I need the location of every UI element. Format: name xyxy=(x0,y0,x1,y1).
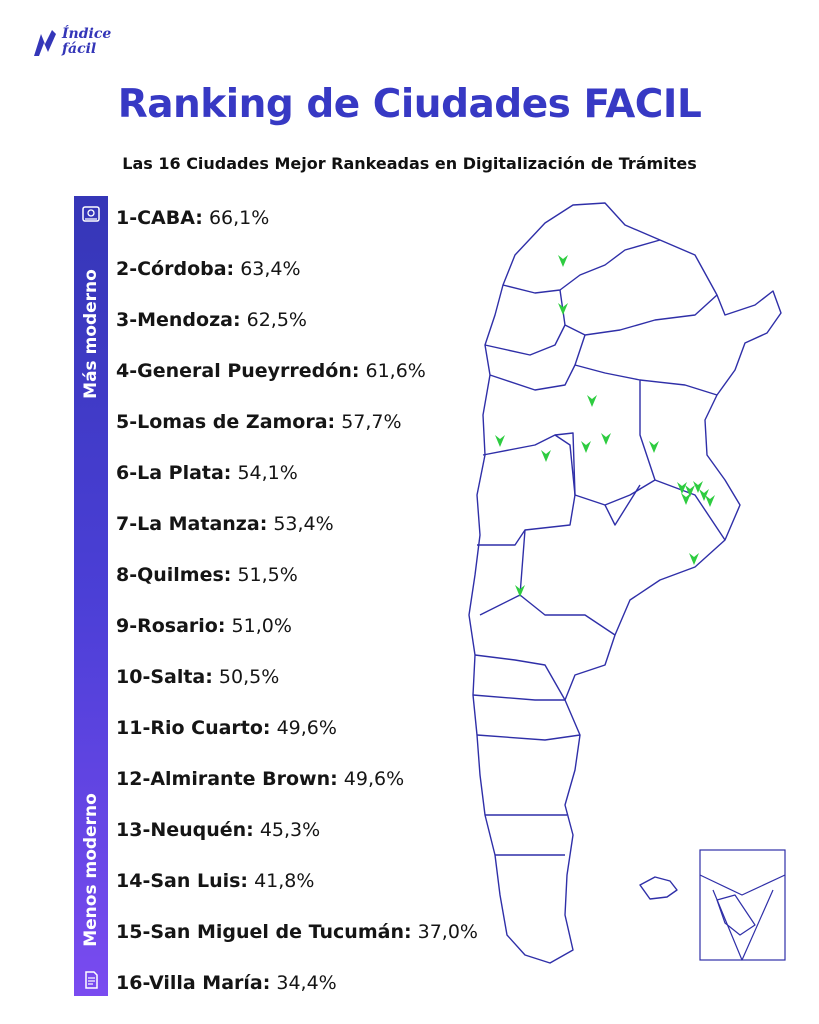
check-marker-icon xyxy=(558,303,568,315)
city-name: 14-San Luis: xyxy=(116,870,249,892)
list-item: 12-Almirante Brown: 49,6% xyxy=(116,762,478,813)
check-marker-icon xyxy=(685,485,695,497)
city-name: 10-Salta: xyxy=(116,666,213,688)
list-item: 10-Salta: 50,5% xyxy=(116,660,478,711)
list-item: 9-Rosario: 51,0% xyxy=(116,609,478,660)
scale-top-label: Más moderno xyxy=(81,269,101,399)
list-item: 2-Córdoba: 63,4% xyxy=(116,252,478,303)
check-marker-icon xyxy=(587,395,597,407)
brand-line-1: Índice xyxy=(62,26,112,42)
city-score: 50,5% xyxy=(218,666,280,688)
city-name: 15-San Miguel de Tucumán: xyxy=(116,921,412,943)
city-score: 49,6% xyxy=(276,717,337,739)
list-item: 1-CABA: 66,1% xyxy=(116,201,478,252)
city-markers xyxy=(495,255,715,597)
page-subtitle: Las 16 Ciudades Mejor Rankeadas en Digit… xyxy=(122,154,697,173)
city-score: 61,6% xyxy=(365,360,426,382)
list-item: 4-General Pueyrredón: 61,6% xyxy=(116,354,478,405)
list-item: 13-Neuquén: 45,3% xyxy=(116,813,478,864)
city-score: 51,0% xyxy=(231,615,292,637)
city-name: 16-Villa María: xyxy=(116,972,271,994)
city-score: 53,4% xyxy=(273,513,334,535)
city-name: 8-Quilmes: xyxy=(116,564,232,586)
list-item: 3-Mendoza: 62,5% xyxy=(116,303,478,354)
city-name: 3-Mendoza: xyxy=(116,309,241,331)
city-name: 13-Neuquén: xyxy=(116,819,254,841)
check-marker-icon xyxy=(515,585,525,597)
page-title: Ranking de Ciudades FACIL xyxy=(117,82,702,127)
check-marker-icon xyxy=(677,482,687,494)
city-name: 4-General Pueyrredón: xyxy=(116,360,360,382)
city-score: 41,8% xyxy=(254,870,315,892)
list-item: 11-Rio Cuarto: 49,6% xyxy=(116,711,478,762)
city-name: 12-Almirante Brown: xyxy=(116,768,338,790)
city-score: 37,0% xyxy=(417,921,478,943)
city-score: 66,1% xyxy=(208,207,270,229)
paper-document-icon xyxy=(85,971,98,989)
check-marker-icon xyxy=(693,481,703,493)
city-name: 6-La Plata: xyxy=(116,462,232,484)
malvinas-islands xyxy=(639,876,678,900)
list-item: 8-Quilmes: 51,5% xyxy=(116,558,478,609)
brand-wordmark: Índice fácil xyxy=(62,27,111,57)
list-item: 16-Villa María: 34,4% xyxy=(116,966,478,1017)
city-score: 54,1% xyxy=(237,462,298,484)
city-score: 34,4% xyxy=(276,972,337,994)
check-marker-icon xyxy=(699,489,709,501)
check-marker-icon xyxy=(558,255,568,267)
city-ranking-list: 1-CABA: 66,1% 2-Córdoba: 63,4% 3-Mendoza… xyxy=(116,201,478,1017)
argentina-map xyxy=(468,202,786,964)
check-marker-icon xyxy=(681,493,691,505)
check-marker-icon xyxy=(649,441,659,453)
check-marker-icon xyxy=(689,553,699,565)
list-item: 6-La Plata: 54,1% xyxy=(116,456,478,507)
country-outline xyxy=(468,202,782,964)
antarctica-inset xyxy=(699,849,786,961)
city-name: 7-La Matanza: xyxy=(116,513,268,535)
city-score: 57,7% xyxy=(341,411,402,433)
scale-bottom-label: Menos moderno xyxy=(81,793,101,947)
modernity-scale-bar: Más moderno Menos moderno xyxy=(74,196,108,996)
city-score: 62,5% xyxy=(246,309,307,331)
check-marker-icon xyxy=(705,495,715,507)
list-item: 7-La Matanza: 53,4% xyxy=(116,507,478,558)
check-marker-icon xyxy=(541,450,551,462)
city-score: 49,6% xyxy=(343,768,405,790)
check-marker-icon xyxy=(495,435,505,447)
modern-building-icon xyxy=(82,206,100,222)
list-item: 14-San Luis: 41,8% xyxy=(116,864,478,915)
check-marker-icon xyxy=(581,441,591,453)
city-score: 45,3% xyxy=(259,819,321,841)
brand-logo: Índice fácil xyxy=(32,24,132,64)
city-name: 5-Lomas de Zamora: xyxy=(116,411,336,433)
city-score: 51,5% xyxy=(237,564,298,586)
city-name: 9-Rosario: xyxy=(116,615,226,637)
city-name: 1-CABA: xyxy=(116,207,203,229)
brand-logo-icon xyxy=(34,30,56,56)
city-name: 2-Córdoba: xyxy=(116,258,235,280)
city-name: 11-Rio Cuarto: xyxy=(116,717,271,739)
city-score: 63,4% xyxy=(240,258,301,280)
list-item: 5-Lomas de Zamora: 57,7% xyxy=(116,405,478,456)
brand-line-2: fácil xyxy=(62,41,97,57)
list-item: 15-San Miguel de Tucumán: 37,0% xyxy=(116,915,478,966)
check-marker-icon xyxy=(601,433,611,445)
